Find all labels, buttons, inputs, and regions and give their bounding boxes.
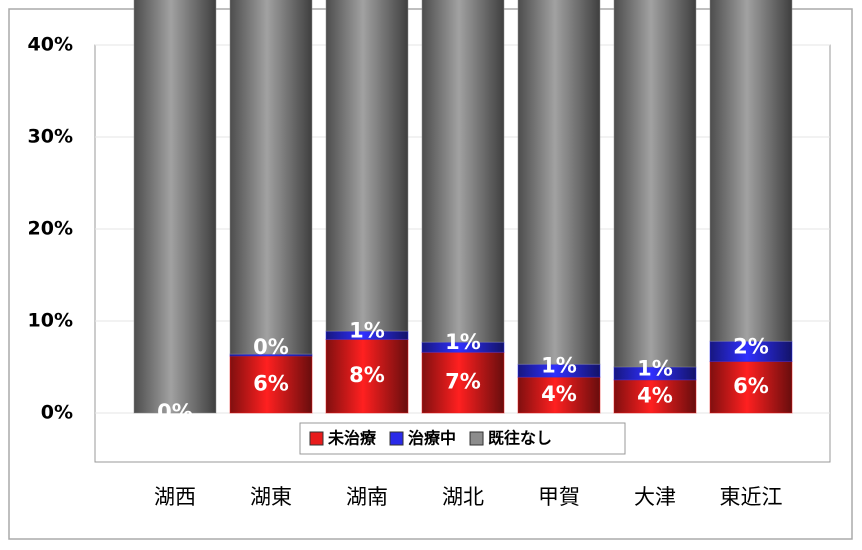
data-label: 8% — [349, 363, 385, 387]
x-tick-label: 甲賀 — [538, 485, 580, 509]
bar-segment — [325, 0, 409, 332]
data-label: 1% — [637, 356, 673, 380]
legend-swatch — [469, 431, 484, 446]
data-label: 6% — [733, 374, 769, 398]
bar-segment — [613, 0, 697, 368]
legend-label: 既往なし — [488, 429, 552, 448]
y-tick-label: 40% — [28, 34, 73, 56]
data-label: 4% — [637, 383, 673, 407]
bar-segment — [229, 0, 313, 355]
data-label: 1% — [541, 354, 577, 378]
y-tick-label: 10% — [28, 310, 73, 332]
y-tick-label: 0% — [41, 402, 73, 424]
data-label: 1% — [445, 330, 481, 354]
data-label: 6% — [253, 371, 289, 395]
bar-segment — [709, 0, 793, 342]
legend-label: 治療中 — [408, 429, 456, 448]
data-label: 7% — [445, 370, 481, 394]
data-label: 0% — [157, 400, 193, 424]
x-tick-label: 東近江 — [720, 485, 783, 509]
data-label: 0% — [253, 335, 289, 359]
bar-segment — [517, 0, 601, 365]
x-tick-label: 湖西 — [154, 485, 196, 509]
y-tick-label: 20% — [28, 218, 73, 240]
bar-segment — [421, 351, 505, 414]
legend-label: 未治療 — [327, 429, 377, 448]
bar-segment — [517, 376, 601, 414]
legend-swatch — [309, 431, 324, 446]
legend-box — [299, 422, 626, 455]
y-tick-label: 30% — [28, 126, 73, 148]
bar-segment — [421, 0, 505, 343]
bar-segment — [133, 0, 217, 414]
bar-segment — [325, 338, 409, 414]
x-tick-label: 大津 — [634, 485, 676, 509]
x-tick-label: 湖南 — [346, 485, 388, 509]
data-label: 1% — [349, 318, 385, 342]
x-tick-label: 湖北 — [442, 485, 484, 509]
data-label: 2% — [733, 334, 769, 358]
data-label: 4% — [541, 382, 577, 406]
x-tick-label: 湖東 — [250, 485, 292, 509]
bar-segment — [709, 360, 793, 414]
bar-segment — [613, 379, 697, 414]
legend-swatch — [389, 431, 404, 446]
